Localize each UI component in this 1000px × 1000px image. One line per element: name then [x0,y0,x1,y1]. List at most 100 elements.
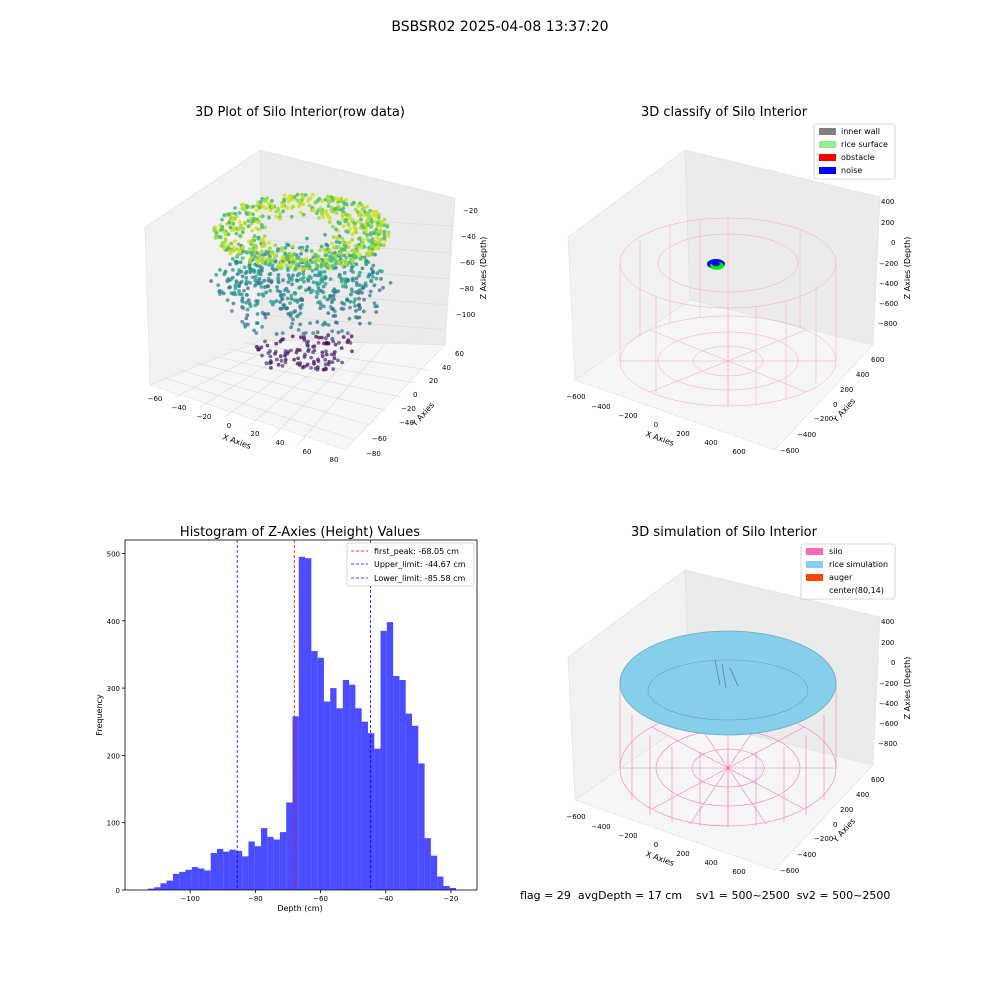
y-tick-label: 400 [107,618,120,626]
data-point [252,217,256,221]
y-tick: 0 [833,821,837,829]
data-point [313,253,318,257]
x-tick: 20 [251,430,260,438]
data-point [337,261,342,266]
data-point [333,207,338,211]
data-point [369,267,374,271]
histogram-bar [330,688,337,890]
data-point [218,268,222,272]
data-point [313,273,317,278]
data-point [252,270,257,274]
data-point [364,229,369,234]
data-point [332,309,337,313]
data-point [309,249,314,253]
data-point [336,330,341,335]
data-point [324,253,329,257]
data-point [298,210,303,215]
data-point [360,207,365,212]
data-point [257,205,262,210]
data-point [273,253,278,257]
data-point [288,314,293,319]
z-tick: −100 [456,311,475,319]
data-point [250,275,255,280]
data-point [324,336,328,341]
data-point [349,265,354,269]
data-point [280,248,285,253]
data-point [326,311,331,315]
data-point [304,288,308,293]
data-point [209,279,214,283]
x-tick: 80 [330,456,339,464]
data-point [244,276,249,280]
data-point [243,271,248,275]
data-point [291,317,295,322]
y-tick-labels: −600 −400 −200 0 200 400 600 [780,776,884,875]
data-point [222,246,227,251]
data-point [229,291,234,296]
data-point [286,280,291,284]
histogram-bar [279,832,287,890]
data-point [239,223,243,228]
data-point [294,278,299,283]
data-point [297,271,302,276]
data-point [358,220,362,225]
data-point [244,316,249,321]
data-point [284,263,289,267]
data-point [382,236,387,241]
data-point [354,280,359,285]
data-point [233,206,238,210]
data-point [255,220,260,225]
data-point [305,362,310,367]
data-point [339,251,343,256]
histogram-bar [430,855,438,890]
data-point [309,290,313,295]
data-point [276,279,281,283]
data-point [316,357,320,362]
x-tick: 200 [676,850,689,858]
data-point [333,342,338,347]
data-point [254,344,259,349]
data-point [353,304,357,308]
y-tick-label: 200 [107,752,120,760]
legend-swatch [819,128,836,135]
rice-simulation-surface [619,630,837,736]
legend-label: obstacle [841,153,875,162]
data-point [345,331,350,336]
data-point [260,292,265,296]
data-point [364,251,369,256]
raw-point-cloud [209,192,393,372]
z-axis-label: Z Axies (Depth) [903,657,912,720]
data-point [285,256,289,261]
data-point [231,301,236,306]
legend: silo rice simulation auger center(80,14) [800,543,896,600]
data-point [264,206,269,211]
data-point [357,273,361,278]
data-point [228,285,233,289]
data-point [320,354,325,359]
data-point [257,292,261,297]
data-point [325,194,330,199]
legend-label: auger [829,573,853,582]
data-point [299,252,303,256]
data-point [235,272,240,276]
data-point [285,196,290,201]
histogram-bar [298,556,306,890]
data-point [241,202,246,207]
data-point [317,335,321,340]
data-point [382,217,387,222]
data-point [237,289,241,293]
data-point [230,275,235,280]
data-point [294,262,299,267]
data-point [289,293,294,298]
data-point [344,256,349,260]
data-point [343,281,348,286]
data-point [337,272,342,277]
data-point [301,271,306,276]
data-point [377,237,381,242]
data-point [279,266,284,270]
panel-raw-title: 3D Plot of Silo Interior(row data) [195,105,405,120]
data-point [370,240,375,245]
data-point [222,230,227,235]
data-point [354,276,359,281]
data-point [288,251,292,256]
